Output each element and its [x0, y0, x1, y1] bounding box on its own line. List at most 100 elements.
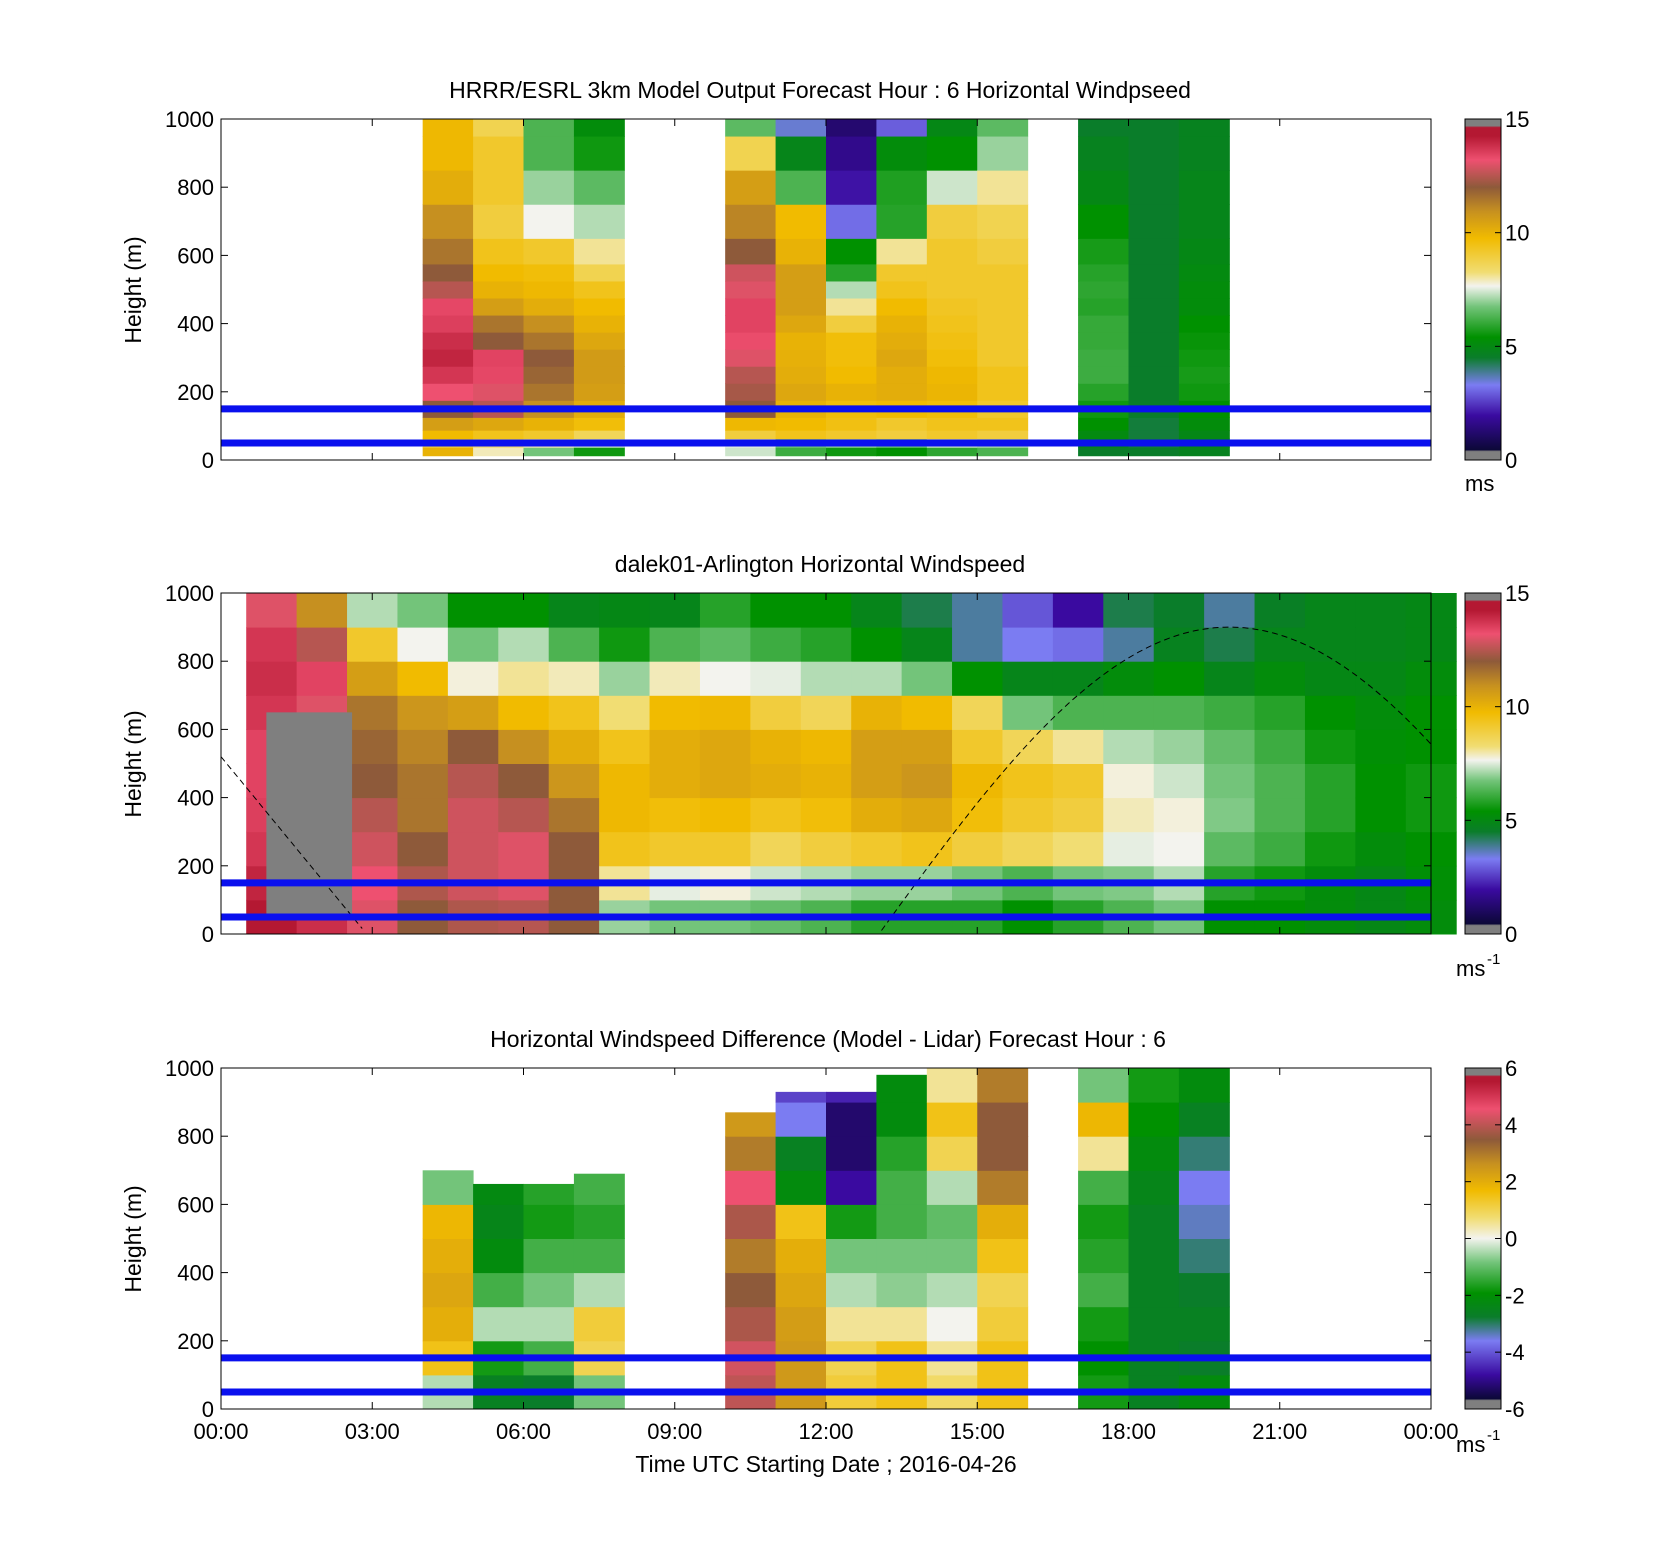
heatmap-cell [725, 315, 777, 333]
heatmap-cell [1355, 627, 1407, 662]
heatmap-cell [1254, 831, 1306, 867]
y-tick-label: 400 [177, 786, 214, 811]
heatmap-cell [977, 349, 1029, 367]
heatmap-cell [1304, 831, 1356, 867]
heatmap-cell [1128, 383, 1180, 401]
heatmap-cell [977, 280, 1029, 299]
heatmap-cell [1052, 831, 1104, 867]
heatmap-cell [800, 831, 852, 867]
heatmap-cell [573, 204, 625, 239]
heatmap-cell [1178, 119, 1230, 137]
lidar-band-lines [221, 879, 1431, 921]
heatmap-cell [573, 298, 625, 316]
heatmap-cell [573, 1272, 625, 1308]
x-ticks [220, 119, 1432, 460]
colorbar-ticks: 0 5 10 15 [1465, 581, 1529, 947]
heatmap-cell [1078, 315, 1129, 333]
heatmap-cell [548, 763, 600, 799]
heatmap-cell [826, 263, 877, 282]
heatmap-cell [1304, 763, 1356, 799]
heatmap-cell [573, 383, 625, 401]
heatmap-cell [1178, 1272, 1230, 1308]
colorbar-scale [1464, 592, 1502, 935]
heatmap-cell [977, 1170, 1029, 1205]
heatmap-cell [725, 280, 777, 299]
heatmap-cell [775, 1238, 827, 1274]
heatmap-cell [473, 238, 524, 265]
heatmap-cell [876, 349, 928, 367]
heatmap-cell [523, 238, 575, 265]
heatmap-cell [1078, 204, 1129, 239]
y-tick-label: 0 [202, 448, 214, 473]
heatmap-cell [851, 593, 903, 628]
heatmap-cell [447, 593, 499, 628]
heatmap-cell [1304, 627, 1356, 662]
heatmap-cell [725, 238, 777, 265]
heatmap-cell [826, 383, 877, 401]
heatmap-cell [926, 332, 978, 350]
heatmap-cell [473, 383, 524, 401]
heatmap-cell [523, 332, 575, 350]
heatmap-cell [876, 170, 928, 205]
heatmap-cell [977, 1204, 1029, 1239]
heatmap-cell [1153, 627, 1205, 662]
heatmap-cell [775, 204, 827, 239]
y-tick-label: 200 [177, 380, 214, 405]
panel-title: dalek01-Arlington Horizontal Windspeed [615, 551, 1025, 577]
heatmap-cell [876, 263, 928, 282]
heatmap-cell [649, 695, 701, 730]
heatmap-cell [548, 627, 600, 662]
heatmap-cell [926, 430, 978, 440]
heatmap-cell [876, 447, 928, 457]
heatmap-cell [1002, 695, 1054, 730]
heatmap-cell [750, 831, 802, 867]
heatmap-cell [1178, 383, 1230, 401]
heatmap-cell [523, 204, 575, 239]
heatmap-cell [473, 1272, 524, 1308]
y-tick-label: 600 [177, 243, 214, 268]
heatmap-cell [876, 430, 928, 440]
heatmap-cell [1078, 298, 1129, 316]
colorbar-ticks: 0 5 10 15 [1465, 107, 1529, 473]
colorbar-tick-label: -6 [1505, 1397, 1525, 1422]
heatmap-cell [926, 238, 978, 265]
heatmap-cell [1178, 238, 1230, 265]
heatmap-cell [1078, 447, 1129, 457]
lidar-band-lines [221, 405, 1431, 447]
heatmap-cell [347, 763, 398, 799]
heatmap-cell [1128, 1306, 1180, 1342]
heatmap-cell [1254, 729, 1306, 764]
colorbar-tick-label: 0 [1505, 922, 1517, 947]
heatmap-cell [397, 763, 449, 799]
heatmap-cell [699, 831, 751, 867]
heatmap-cell [926, 1068, 978, 1103]
heatmap-cell [1078, 263, 1129, 282]
heatmap-cell [1128, 119, 1180, 137]
heatmap-cell [826, 430, 877, 440]
heatmap-cell [1002, 831, 1054, 867]
heatmap-cell [699, 729, 751, 764]
heatmap-cell [901, 831, 953, 867]
heatmap-cell [599, 729, 651, 764]
heatmap-cell [1178, 1102, 1230, 1137]
heatmap-cell [473, 430, 524, 440]
heatmap-cell [826, 170, 877, 205]
heatmap-cell [473, 417, 524, 431]
heatmap-cell [1304, 797, 1356, 833]
heatmap-cell [573, 332, 625, 350]
heatmap-cell [1178, 366, 1230, 384]
panel-title: Horizontal Windspeed Difference (Model -… [490, 1026, 1166, 1052]
heatmap-cell [876, 1272, 928, 1308]
heatmap-cell [422, 1238, 474, 1274]
heatmap-cell [775, 170, 827, 205]
colorbar-tick-label: 10 [1505, 695, 1529, 720]
heatmap-cell [901, 627, 953, 662]
heatmap-cell [1128, 349, 1180, 367]
heatmap-cell [1153, 797, 1205, 833]
heatmap-cell [523, 430, 575, 440]
colorbar-unit: ms [1456, 1432, 1485, 1457]
panel-lidar: dalek01-Arlington Horizontal Windspeed H… [120, 551, 1529, 981]
heatmap-cell [1204, 797, 1256, 833]
heatmap-cell [1355, 729, 1407, 764]
heatmap-cell [952, 661, 1003, 696]
